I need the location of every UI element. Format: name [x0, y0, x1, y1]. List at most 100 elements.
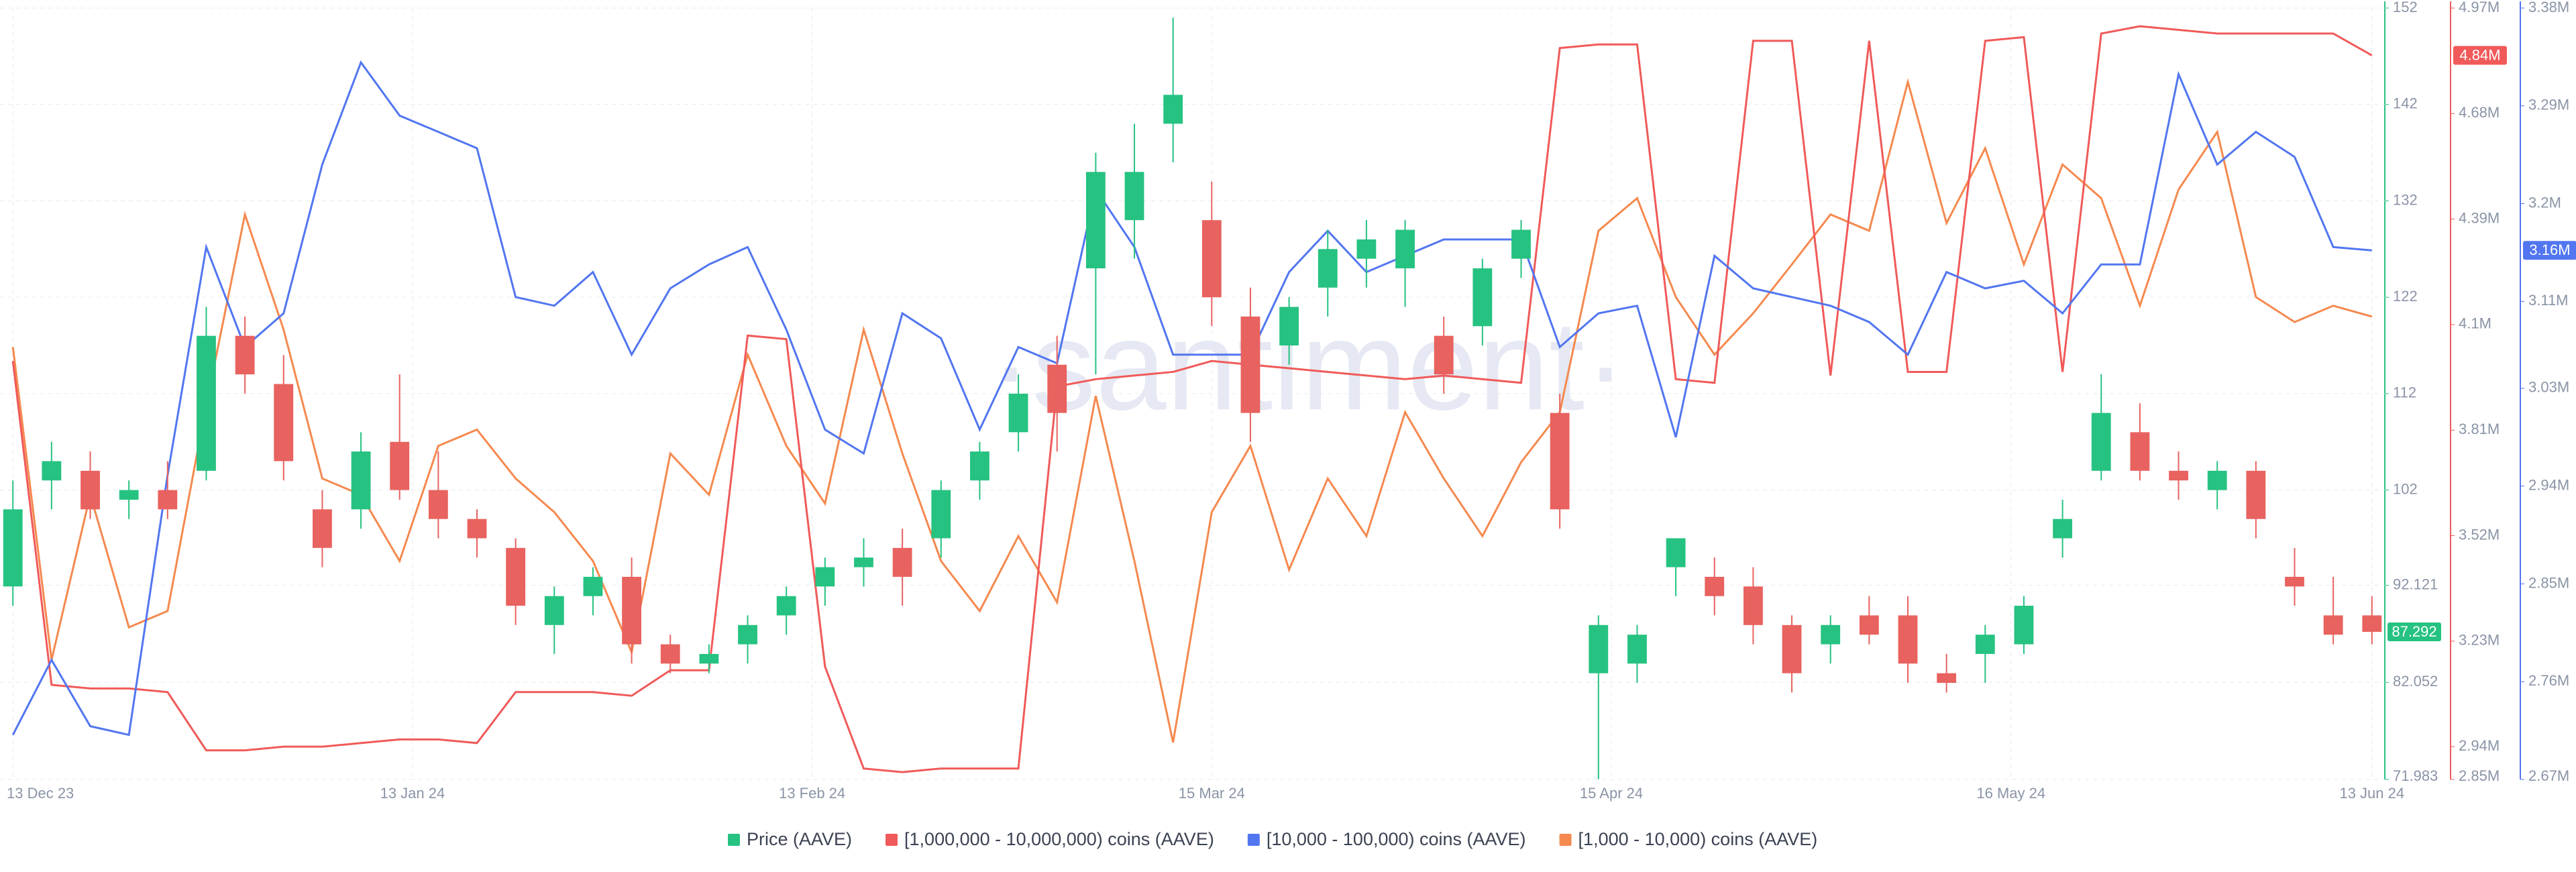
y-tick-label: 3.2M — [2528, 194, 2561, 211]
series-line — [11, 60, 2372, 737]
candle-body — [1124, 172, 1144, 221]
y-tick-label: 4.1M — [2459, 315, 2491, 332]
candle-body — [1627, 635, 1647, 664]
y-tick-label: 3.38M — [2528, 0, 2569, 15]
candle-body — [119, 490, 139, 500]
candle-body — [390, 441, 410, 490]
legend-label[interactable]: [1,000,000 - 10,000,000) coins (AAVE) — [904, 829, 1214, 849]
legend-label[interactable]: [1,000 - 10,000) coins (AAVE) — [1578, 829, 1818, 849]
y-tick-label: 4.68M — [2459, 104, 2500, 121]
candle-body — [1821, 624, 1841, 645]
current-value-badge — [2523, 241, 2576, 260]
candle-body — [1472, 268, 1493, 327]
candle-body — [1589, 624, 1609, 673]
candle-body — [2169, 470, 2188, 481]
candle-body — [699, 653, 719, 664]
candle-body — [622, 576, 642, 645]
x-tick-label: 13 Dec 23 — [7, 785, 74, 802]
y-tick-label: 102 — [2393, 480, 2418, 497]
candle-body — [1937, 673, 1957, 684]
candle-body — [428, 490, 448, 519]
y-tick-label: 152 — [2393, 0, 2418, 15]
candle-body — [544, 596, 564, 625]
candle-body — [235, 335, 255, 375]
x-tick-label: 15 Mar 24 — [1179, 785, 1245, 802]
series-line — [11, 25, 2373, 773]
current-value-label: 3.16M — [2529, 241, 2570, 258]
y-tick-label: 2.94M — [2459, 737, 2500, 754]
candle-body — [970, 451, 989, 481]
candle-body — [1511, 229, 1531, 259]
y-tick-label: 4.39M — [2459, 209, 2500, 226]
y-tick-label: 2.76M — [2528, 672, 2569, 689]
candle-body — [1279, 307, 1299, 346]
y-tick-label: 2.67M — [2528, 767, 2569, 784]
y-tick-label: 3.03M — [2528, 379, 2569, 396]
candle-body — [2014, 606, 2034, 645]
current-value-badge — [2387, 622, 2441, 641]
candle-body — [1201, 220, 1222, 298]
candle-body — [660, 644, 680, 664]
candle-body — [2053, 519, 2073, 539]
legend: Price (AAVE) [1,000,000 - 10,000,000) coi… — [728, 829, 1817, 849]
candle-body — [1318, 249, 1338, 288]
current-value-label: 4.84M — [2459, 46, 2500, 63]
candle-body — [2130, 432, 2150, 471]
candle-body — [312, 509, 332, 548]
candle-body — [1782, 624, 1802, 673]
candle-body — [2091, 413, 2111, 471]
y-tick-label: 2.85M — [2459, 767, 2500, 784]
candle-body — [2362, 615, 2382, 632]
y-tick-label: 2.94M — [2528, 476, 2569, 493]
y-tick-label: 122 — [2393, 288, 2418, 305]
candle-body — [1240, 316, 1260, 413]
legend-swatch — [1247, 834, 1260, 846]
candle-body — [1975, 635, 1995, 654]
y-tick-label: 3.11M — [2528, 292, 2569, 309]
y-tick-label: 142 — [2393, 95, 2418, 112]
y-tick-label: 3.23M — [2459, 632, 2500, 649]
candle-body — [1085, 172, 1106, 269]
x-tick-label: 13 Feb 24 — [779, 785, 845, 802]
candle-body — [467, 519, 487, 539]
series-line — [11, 78, 2373, 743]
candle-body — [1743, 586, 1763, 625]
candle-body — [1550, 413, 1570, 510]
y-tick-label: 92.121 — [2393, 576, 2438, 592]
legend-label[interactable]: [10,000 - 100,000) coins (AAVE) — [1267, 829, 1526, 849]
candle-body — [2323, 615, 2343, 635]
candle-body — [815, 567, 835, 587]
candle-body — [1008, 393, 1028, 433]
legend-label[interactable]: Price (AAVE) — [747, 829, 852, 849]
y-tick-label: 3.29M — [2528, 97, 2569, 113]
candle-body — [3, 509, 23, 587]
legend-swatch — [728, 834, 740, 846]
y-tick-label: 132 — [2393, 191, 2418, 208]
candle-body — [854, 557, 873, 567]
y-tick-label: 2.85M — [2528, 574, 2569, 591]
candle-body — [1434, 335, 1454, 375]
candle-body — [197, 335, 216, 471]
candle-body — [931, 490, 951, 539]
candle-body — [776, 596, 796, 616]
candle-body — [1047, 364, 1067, 413]
candle-body — [1395, 229, 1415, 269]
x-tick-label: 16 May 24 — [1976, 785, 2045, 802]
legend-swatch — [885, 834, 898, 846]
candle-body — [1859, 615, 1879, 635]
y-tick-label: 82.052 — [2393, 673, 2438, 690]
candle-body — [583, 576, 603, 596]
candle-body — [351, 451, 371, 510]
candle-body — [1356, 239, 1377, 259]
candle-body — [2285, 576, 2304, 587]
y-tick-label: 112 — [2393, 384, 2416, 401]
current-value-badge — [2453, 46, 2507, 65]
y-tick-label: 4.97M — [2459, 0, 2500, 15]
candle-body — [42, 461, 62, 481]
candle-body — [892, 547, 912, 577]
candle-body — [506, 547, 526, 606]
x-tick-label: 13 Jan 24 — [380, 785, 445, 802]
candle-body — [80, 470, 100, 510]
candle-body — [738, 624, 757, 645]
